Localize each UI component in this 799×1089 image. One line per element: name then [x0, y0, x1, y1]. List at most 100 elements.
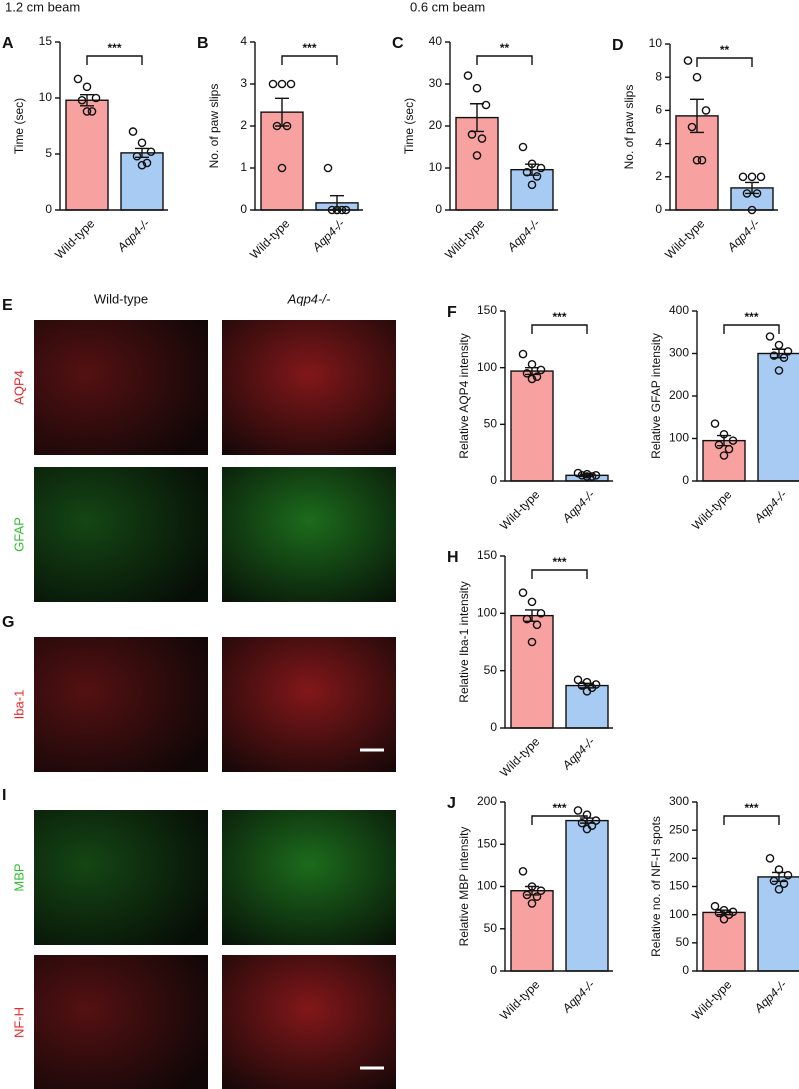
- panel-letter: F: [447, 304, 457, 321]
- axes: [504, 311, 613, 482]
- panel-letter: E: [2, 297, 13, 314]
- data-point: [137, 160, 147, 170]
- y-tick-label: 300: [669, 794, 689, 808]
- bar: [510, 370, 554, 482]
- y-tick-label: 0: [655, 202, 662, 216]
- data-point: [573, 675, 583, 685]
- data-point: [779, 353, 789, 363]
- data-point: [701, 106, 711, 115]
- data-point: [769, 351, 779, 360]
- data-point: [467, 130, 477, 139]
- data-point: [536, 163, 546, 173]
- data-point: [714, 908, 724, 918]
- error-bar: [80, 93, 94, 107]
- data-point: [774, 366, 784, 375]
- axes: [504, 556, 613, 729]
- data-point: [277, 79, 287, 89]
- bar: [565, 684, 609, 729]
- data-point: [783, 870, 793, 880]
- axes: [59, 42, 168, 211]
- data-point: [82, 82, 92, 92]
- significance: **: [500, 41, 510, 55]
- y-tick-label: 200: [669, 851, 689, 865]
- y-tick-label: 30: [429, 76, 443, 90]
- x-tick-label: Wild-type: [497, 977, 542, 1022]
- data-point: [527, 374, 537, 384]
- micrograph-signal: [222, 637, 396, 772]
- x-tick-label: Wild-type: [497, 487, 542, 532]
- data-point: [82, 107, 92, 116]
- data-point: [527, 359, 537, 369]
- panel-letter: H: [447, 549, 459, 566]
- significance: ***: [744, 801, 758, 815]
- axes: [696, 311, 799, 482]
- x-tick-label: Wild-type: [689, 487, 734, 532]
- data-point: [769, 876, 779, 886]
- error-bar: [580, 473, 594, 478]
- data-point: [756, 172, 766, 182]
- data-point: [463, 71, 473, 80]
- data-point: [765, 854, 775, 863]
- y-tick-label: 5: [45, 146, 52, 160]
- error-bar: [772, 871, 786, 883]
- panel-letter: J: [447, 795, 456, 812]
- y-tick-label: 150: [477, 548, 497, 562]
- data-point: [714, 440, 724, 450]
- y-tick-label: 40: [429, 34, 443, 48]
- header: 1.2 cm beam: [5, 0, 80, 14]
- x-tick-label: Aqp4-/-: [559, 734, 597, 772]
- data-point: [724, 910, 734, 919]
- data-point: [146, 147, 156, 157]
- panel-letter: D: [612, 37, 624, 54]
- axes: [449, 42, 558, 211]
- data-point: [774, 340, 784, 350]
- x-tick-label: Aqp4-/-: [114, 216, 152, 254]
- data-point: [286, 79, 296, 89]
- y-tick-label: 2: [240, 118, 247, 132]
- y-tick-label: 100: [477, 360, 497, 374]
- data-point: [323, 163, 333, 173]
- data-point: [532, 892, 542, 901]
- data-point: [532, 172, 542, 181]
- data-point: [527, 882, 537, 891]
- data-point: [779, 879, 789, 888]
- row-label: Iba-1: [11, 690, 26, 720]
- x-tick-label: Aqp4-/-: [309, 216, 347, 254]
- x-tick-label: Wild-type: [689, 977, 734, 1022]
- data-point: [582, 472, 592, 481]
- data-point: [527, 180, 537, 190]
- row-label: NF-H: [11, 1007, 26, 1038]
- y-tick-label: 150: [669, 879, 689, 893]
- axes: [696, 802, 799, 972]
- data-point: [692, 155, 702, 165]
- data-point: [719, 451, 729, 460]
- panel-letter: A: [2, 35, 14, 52]
- bar: [510, 614, 554, 729]
- data-point: [536, 365, 546, 375]
- data-point: [582, 687, 592, 696]
- y-tick-label: 100: [477, 606, 497, 620]
- data-point: [481, 100, 491, 110]
- y-tick-label: 8: [655, 69, 662, 83]
- y-tick-label: 0: [682, 963, 689, 977]
- y-tick-label: 6: [655, 103, 662, 117]
- data-point: [591, 471, 601, 480]
- data-point: [774, 885, 784, 894]
- x-tick-label: Aqp4-/-: [559, 977, 597, 1015]
- bar: [510, 890, 554, 972]
- row-label: GFAP: [11, 517, 26, 552]
- bar: [510, 168, 554, 211]
- y-tick-label: 4: [655, 136, 662, 150]
- y-tick-label: 200: [669, 388, 689, 402]
- y-axis-label: No. of paw slips: [622, 85, 636, 170]
- significance: **: [720, 43, 730, 57]
- data-point: [738, 172, 748, 182]
- y-tick-label: 50: [676, 935, 690, 949]
- data-point: [683, 56, 693, 65]
- y-tick-label: 50: [484, 921, 498, 935]
- y-tick-label: 0: [45, 202, 52, 216]
- bar: [565, 819, 609, 972]
- significance: ***: [302, 41, 316, 55]
- axes: [669, 44, 778, 211]
- data-point: [742, 189, 752, 198]
